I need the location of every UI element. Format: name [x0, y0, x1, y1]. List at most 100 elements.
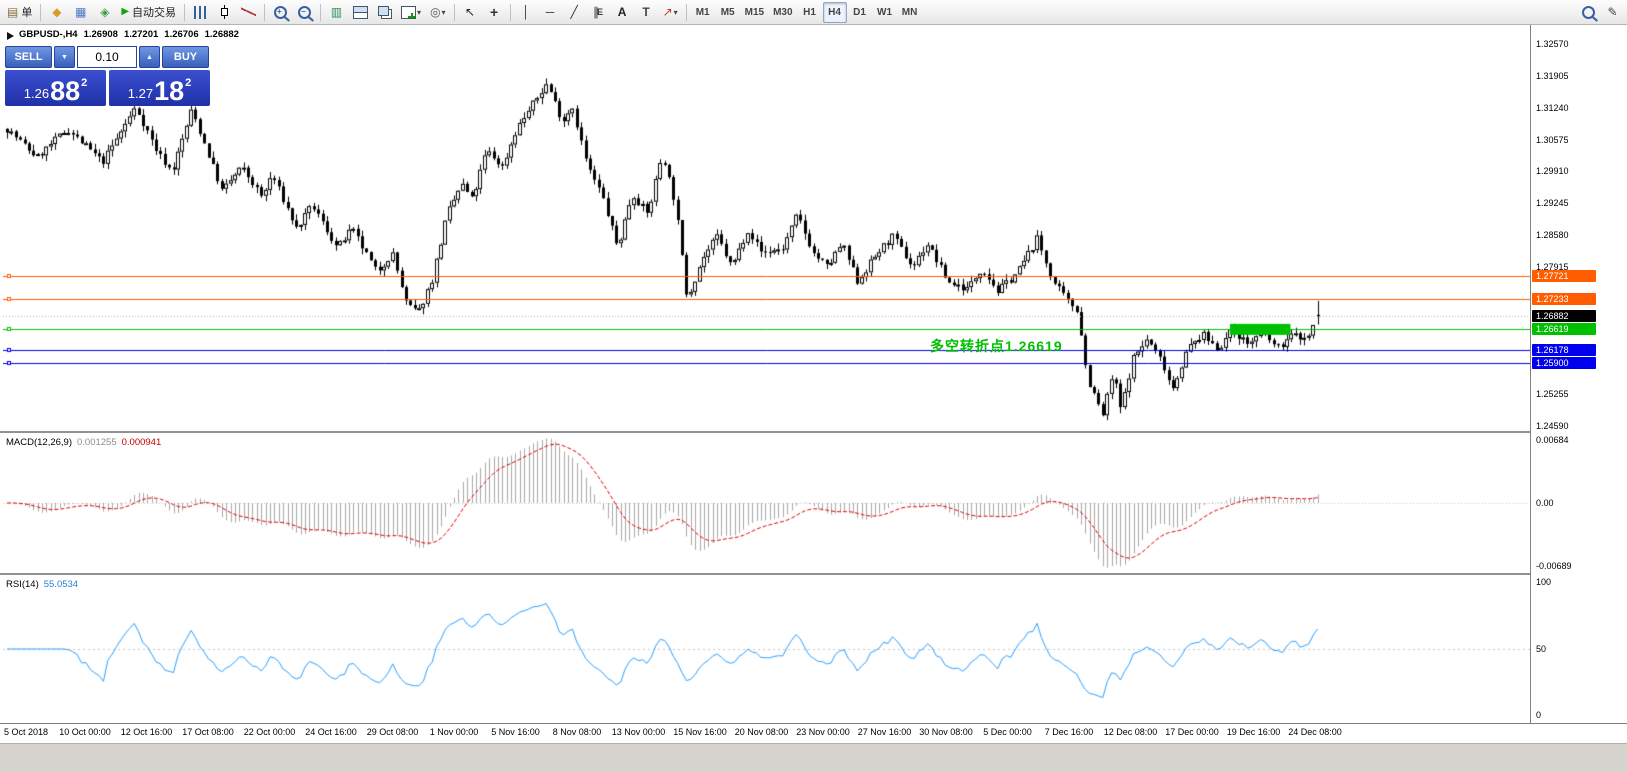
crosshair-button[interactable]: +	[483, 2, 506, 23]
crosshair-icon: +	[489, 4, 499, 20]
timeframe-d1-button[interactable]: D1	[848, 2, 872, 23]
label-tool-button[interactable]: T	[635, 2, 658, 23]
macd-pane-label: MACD(12,26,9) 0.001255 0.000941	[6, 437, 161, 448]
volume-input[interactable]	[77, 46, 137, 68]
profiles-button[interactable]: ◎ ▾	[426, 2, 450, 23]
autotrading-label: 自动交易	[132, 7, 177, 19]
open-value: 1.26908	[83, 29, 118, 40]
rsi-axis-label: 0	[1536, 710, 1542, 720]
time-axis-label: 24 Dec 08:00	[1288, 727, 1342, 737]
time-axis-label: 19 Dec 16:00	[1226, 727, 1281, 737]
horizontal-line-button[interactable]: ─	[539, 2, 562, 23]
time-axis-label: 12 Oct 16:00	[120, 727, 173, 737]
price-axis-label: 1.30575	[1536, 134, 1569, 145]
new-chart-button[interactable]: ▾	[397, 2, 425, 23]
candlestick-chart-button[interactable]	[213, 2, 236, 23]
bar-chart-button[interactable]	[189, 2, 212, 23]
arrows-tool-button[interactable]: ↗ ▾	[659, 2, 682, 23]
draw-button[interactable]: ✎	[1601, 2, 1624, 23]
autotrading-play-icon: ▶	[121, 6, 130, 17]
price-axis-label: 1.29245	[1536, 198, 1569, 209]
navigator-button[interactable]: ◈	[93, 2, 116, 23]
text-tool-icon: A	[617, 5, 627, 19]
timeframe-w1-button[interactable]: W1	[873, 2, 897, 23]
pivot-annotation[interactable]: 多空转折点1.26619	[930, 338, 1063, 354]
time-axis-label: 30 Nov 08:00	[919, 727, 973, 737]
arrows-tool-icon: ↗	[662, 5, 673, 19]
cascade-windows-button[interactable]	[373, 2, 396, 23]
autotrading-button[interactable]: ▶ 自动交易	[117, 2, 180, 23]
time-axis-label: 8 Nov 08:00	[552, 727, 602, 737]
price-axis-label: 1.24590	[1536, 420, 1569, 431]
market-watch-button[interactable]: ◆	[45, 2, 68, 23]
timeframe-h1-button[interactable]: H1	[798, 2, 822, 23]
toolbar-separator	[685, 3, 687, 21]
time-axis-label: 5 Oct 2018	[4, 727, 49, 737]
cursor-button[interactable]: ↖	[459, 2, 482, 23]
symbol-ohlc-info: GBPUSD-,H4 1.26908 1.27201 1.26706 1.268…	[19, 29, 239, 40]
indicator-list-button[interactable]: ▥	[325, 2, 348, 23]
macd-indicator-canvas[interactable]	[3, 433, 1530, 573]
rsi-value: 55.0534	[43, 579, 79, 590]
timeframe-m30-button[interactable]: M30	[769, 2, 796, 23]
new-order-button[interactable]: ▤ 单	[3, 2, 36, 23]
timeframe-m5-button[interactable]: M5	[716, 2, 740, 23]
line-chart-button[interactable]	[237, 2, 260, 23]
timeframe-h4-button[interactable]: H4	[822, 1, 847, 23]
tile-windows-icon	[353, 5, 369, 19]
price-axis[interactable]: 1.32570 1.31905 1.31240 1.30575 1.29910 1.292…	[1530, 25, 1627, 723]
new-order-label: 单	[21, 7, 33, 19]
chart-menu-icon[interactable]	[7, 32, 14, 40]
buy-button[interactable]: BUY	[162, 46, 209, 68]
channel-letter: E	[597, 7, 604, 17]
price-tag: 1.26178	[1532, 343, 1596, 356]
high-value: 1.27201	[123, 29, 159, 40]
time-axis-label: 27 Nov 16:00	[857, 727, 912, 737]
data-window-icon: ▦	[75, 5, 87, 19]
channel-button[interactable]: ∥ E	[587, 2, 610, 23]
price-axis-label: 1.31905	[1536, 70, 1569, 81]
low-value: 1.26706	[164, 29, 199, 40]
indicator-list-icon: ▥	[330, 5, 343, 19]
toolbar-separator	[184, 3, 186, 21]
macd-axis-label: -0.00689	[1536, 561, 1572, 571]
time-axis[interactable]: 5 Oct 2018 10 Oct 00:00 12 Oct 16:00 17 Oct…	[0, 723, 1627, 743]
vertical-line-button[interactable]: │	[515, 2, 538, 23]
price-axis-label: 1.27915	[1536, 261, 1569, 272]
price-axis-label: 1.28580	[1536, 229, 1569, 240]
navigator-icon: ◈	[100, 5, 110, 19]
sell-price-display[interactable]: 1.26 88 2	[5, 70, 106, 106]
pane-splitter[interactable]	[0, 573, 1627, 575]
pane-splitter[interactable]	[0, 431, 1627, 433]
toolbar-separator	[320, 3, 322, 21]
timeframe-mn-button[interactable]: MN	[898, 2, 922, 23]
time-axis-label: 22 Oct 00:00	[243, 727, 296, 737]
price-chart-canvas[interactable]	[3, 25, 1530, 431]
toolbar-separator	[509, 3, 511, 21]
timeframe-m1-button[interactable]: M1	[691, 2, 715, 23]
time-axis-label: 24 Oct 16:00	[305, 727, 357, 737]
buy-price-big: 18	[154, 76, 185, 106]
sell-button[interactable]: SELL	[5, 46, 52, 68]
time-axis-label: 1 Nov 00:00	[429, 727, 479, 737]
buy-price-display[interactable]: 1.27 18 2	[109, 70, 210, 106]
zoom-out-button[interactable]: −	[293, 2, 316, 23]
trendline-button[interactable]: ╱	[563, 2, 586, 23]
main-toolbar: ▤ 单 ◆ ▦ ◈ ▶ 自动交易 + − ▥ ▾ ◎ ▾ ↖ + │ ─ ╱ ∥ E…	[0, 0, 1627, 25]
time-axis-label: 5 Dec 00:00	[983, 727, 1032, 737]
time-axis-label: 15 Nov 16:00	[673, 727, 727, 737]
buy-price-sup: 2	[185, 77, 192, 89]
price-tag: 1.27721	[1532, 270, 1596, 282]
rsi-indicator-canvas[interactable]	[3, 575, 1530, 723]
tile-windows-button[interactable]	[349, 2, 372, 23]
text-tool-button[interactable]: A	[611, 2, 634, 23]
workspace-bottom-strip	[0, 743, 1627, 772]
data-window-button[interactable]: ▦	[69, 2, 92, 23]
search-button[interactable]	[1577, 2, 1600, 23]
time-axis-label: 20 Nov 08:00	[734, 727, 789, 737]
volume-down-button[interactable]: ▼	[54, 46, 75, 68]
volume-up-button[interactable]: ▲	[139, 46, 160, 68]
rsi-axis-label: 50	[1536, 644, 1547, 654]
timeframe-m15-button[interactable]: M15	[741, 2, 768, 23]
zoom-in-button[interactable]: +	[269, 2, 292, 23]
